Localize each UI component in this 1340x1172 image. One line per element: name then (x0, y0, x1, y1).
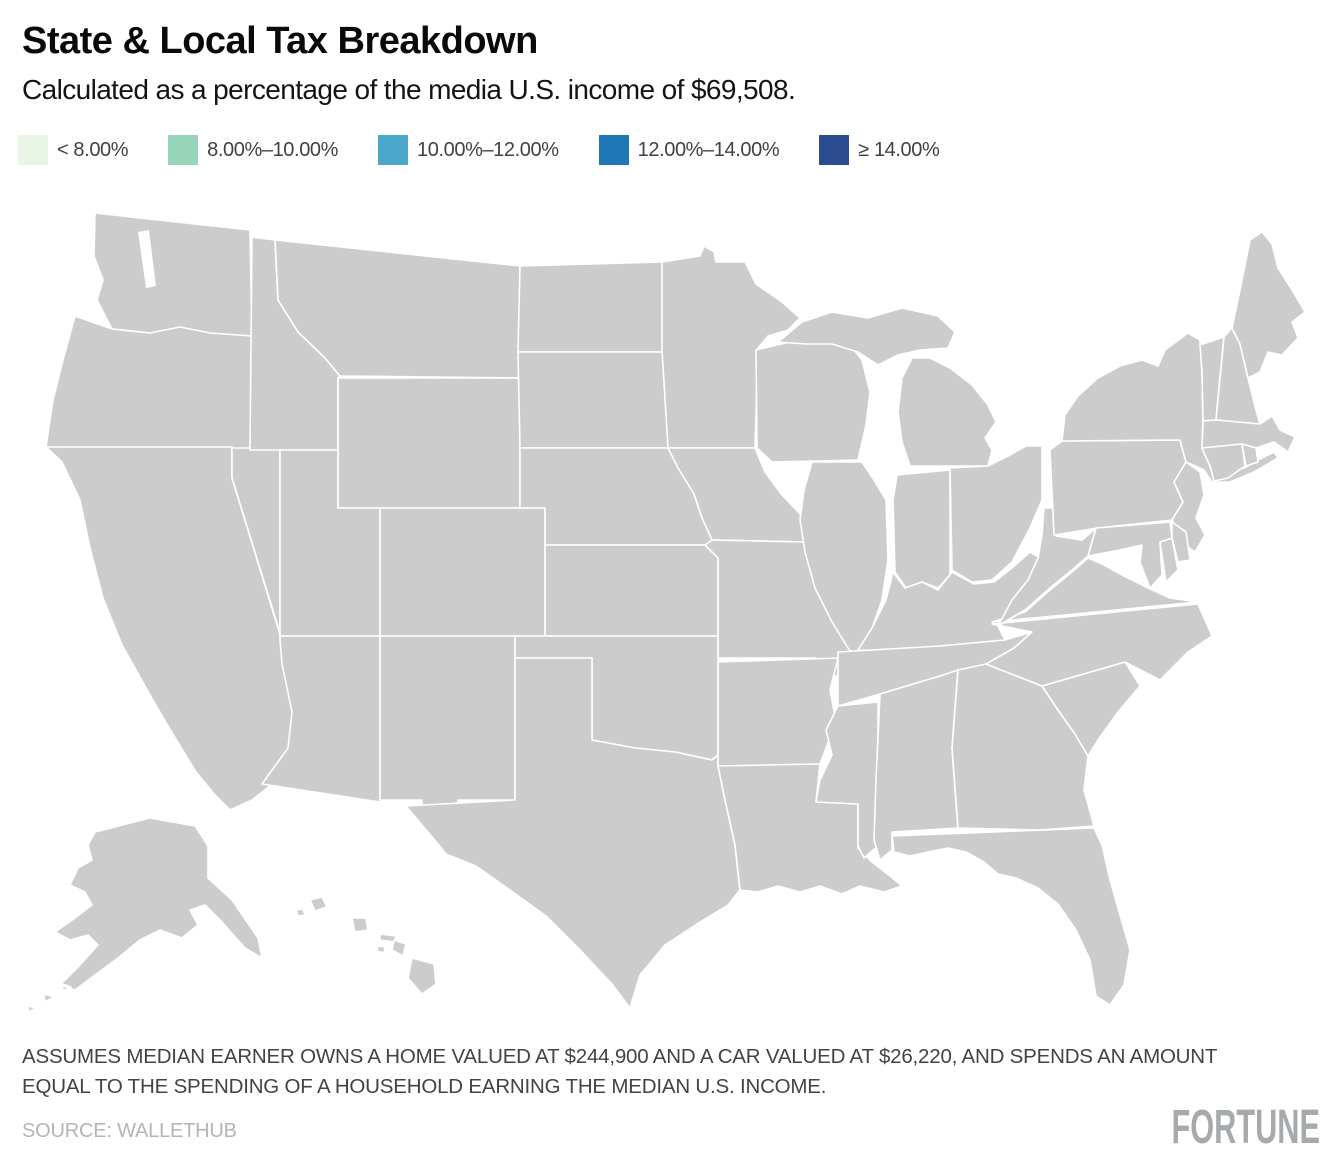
us-choropleth-map (27, 212, 1306, 1013)
legend-label: < 8.00% (57, 138, 129, 161)
legend-item-10-12: 10.00%–12.00% (378, 135, 559, 165)
legend-label: ≥ 14.00% (858, 138, 940, 161)
state-delaware[interactable] (1171, 521, 1191, 563)
legend-swatch-gte-14 (819, 135, 850, 165)
legend-item-lt-8: < 8.00% (18, 135, 129, 165)
state-hawaii[interactable] (295, 896, 437, 995)
state-north-dakota[interactable] (517, 261, 666, 353)
legend-swatch-lt-8 (18, 135, 48, 165)
state-oregon[interactable] (45, 315, 253, 451)
state-virginia[interactable] (991, 557, 1199, 623)
state-indiana[interactable] (892, 469, 951, 589)
state-colorado[interactable] (379, 507, 546, 637)
legend-item-gte-14: ≥ 14.00% (819, 135, 940, 165)
puget-sound-inlet (138, 230, 156, 288)
states-group (27, 212, 1306, 1013)
legend-label: 10.00%–12.00% (417, 138, 559, 161)
state-wyoming[interactable] (337, 377, 521, 509)
state-new-mexico[interactable] (379, 635, 516, 815)
state-wisconsin[interactable] (755, 334, 871, 463)
state-south-dakota[interactable] (517, 351, 669, 449)
source-credit: SOURCE: WALLETHUB (22, 1120, 237, 1142)
page-title: State & Local Tax Breakdown (22, 20, 538, 62)
legend-item-8-10: 8.00%–10.00% (168, 135, 338, 165)
state-washington[interactable] (93, 212, 253, 337)
state-kentucky[interactable] (857, 551, 1041, 652)
state-alabama[interactable] (873, 669, 959, 861)
fortune-logo: FORTUNE (1171, 1101, 1320, 1154)
state-pennsylvania[interactable] (1049, 439, 1187, 536)
state-ohio[interactable] (949, 445, 1043, 583)
state-north-carolina[interactable] (985, 603, 1213, 687)
state-michigan[interactable] (777, 307, 997, 467)
state-arkansas[interactable] (717, 657, 839, 767)
state-alaska[interactable] (27, 817, 263, 1013)
state-west-virginia[interactable] (997, 507, 1097, 627)
state-south-carolina[interactable] (1041, 661, 1141, 757)
page-subtitle: Calculated as a percentage of the media … (22, 74, 796, 105)
legend-swatch-10-12 (378, 135, 409, 165)
legend-swatch-12-14 (598, 135, 629, 165)
state-texas[interactable] (405, 657, 741, 1009)
state-maine[interactable] (1231, 231, 1306, 379)
legend-label: 12.00%–14.00% (637, 138, 780, 161)
legend-label: 8.00%–10.00% (207, 138, 339, 161)
state-rhode-island[interactable] (1241, 443, 1259, 467)
legend: < 8.00% 8.00%–10.00% 10.00%–12.00% 12.00… (18, 135, 940, 165)
legend-swatch-8-10 (168, 135, 199, 165)
footnote: ASSUMES MEDIAN EARNER OWNS A HOME VALUED… (22, 1045, 1217, 1099)
state-kansas[interactable] (544, 544, 719, 637)
legend-item-12-14: 12.00%–14.00% (598, 135, 780, 165)
state-florida[interactable] (891, 827, 1131, 1006)
